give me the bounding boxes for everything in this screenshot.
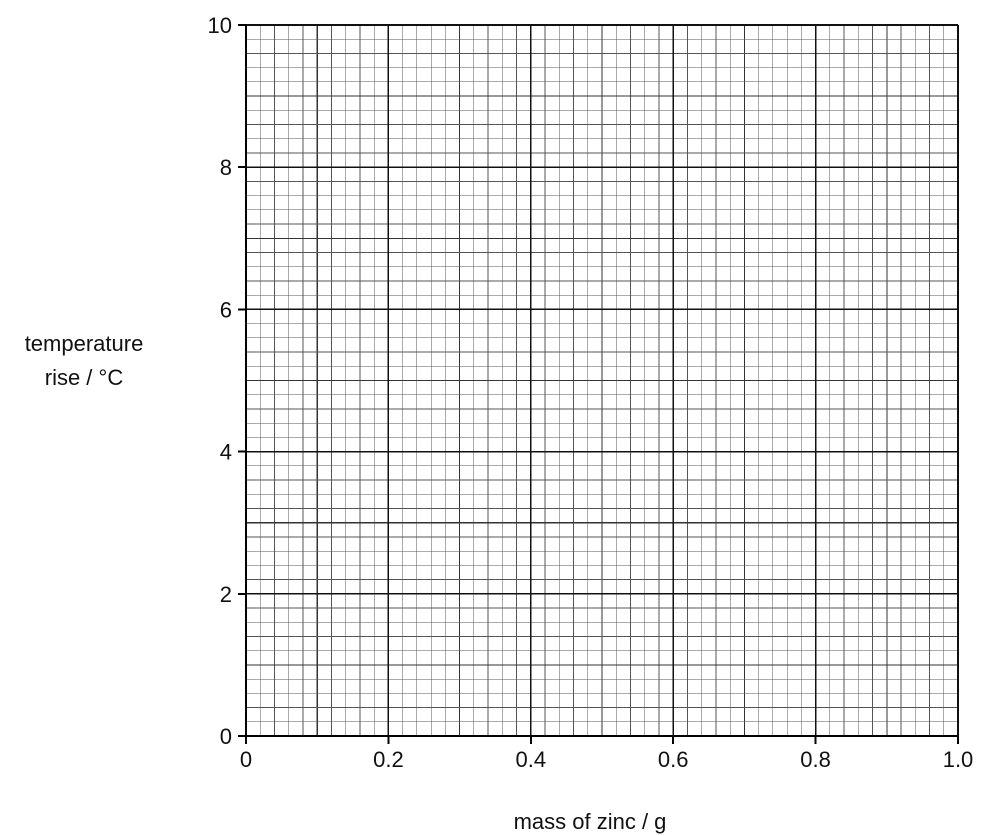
x-tick-label: 0.8 bbox=[800, 747, 831, 772]
minor-grid bbox=[246, 25, 958, 736]
y-tick-label: 6 bbox=[220, 297, 232, 322]
x-tick-label: 0.4 bbox=[516, 747, 547, 772]
axes bbox=[238, 24, 959, 744]
x-tick-labels: 0 0.2 0.4 0.6 0.8 1.0 bbox=[240, 747, 973, 772]
y-tick-label: 10 bbox=[208, 13, 232, 38]
y-tick-labels: 0 2 4 6 8 10 bbox=[208, 13, 232, 749]
x-tick-label: 0.6 bbox=[658, 747, 689, 772]
y-axis-title-line-2: rise / °C bbox=[45, 365, 124, 390]
y-tick-label: 2 bbox=[220, 582, 232, 607]
y-tick-label: 0 bbox=[220, 724, 232, 749]
x-tick-label: 1.0 bbox=[943, 747, 974, 772]
y-axis-title-line-1: temperature bbox=[25, 331, 144, 356]
y-tick-label: 4 bbox=[220, 440, 232, 465]
x-tick-label: 0.2 bbox=[373, 747, 404, 772]
x-tick-label: 0 bbox=[240, 747, 252, 772]
x-axis-title: mass of zinc / g bbox=[514, 809, 667, 834]
y-tick-label: 8 bbox=[220, 155, 232, 180]
